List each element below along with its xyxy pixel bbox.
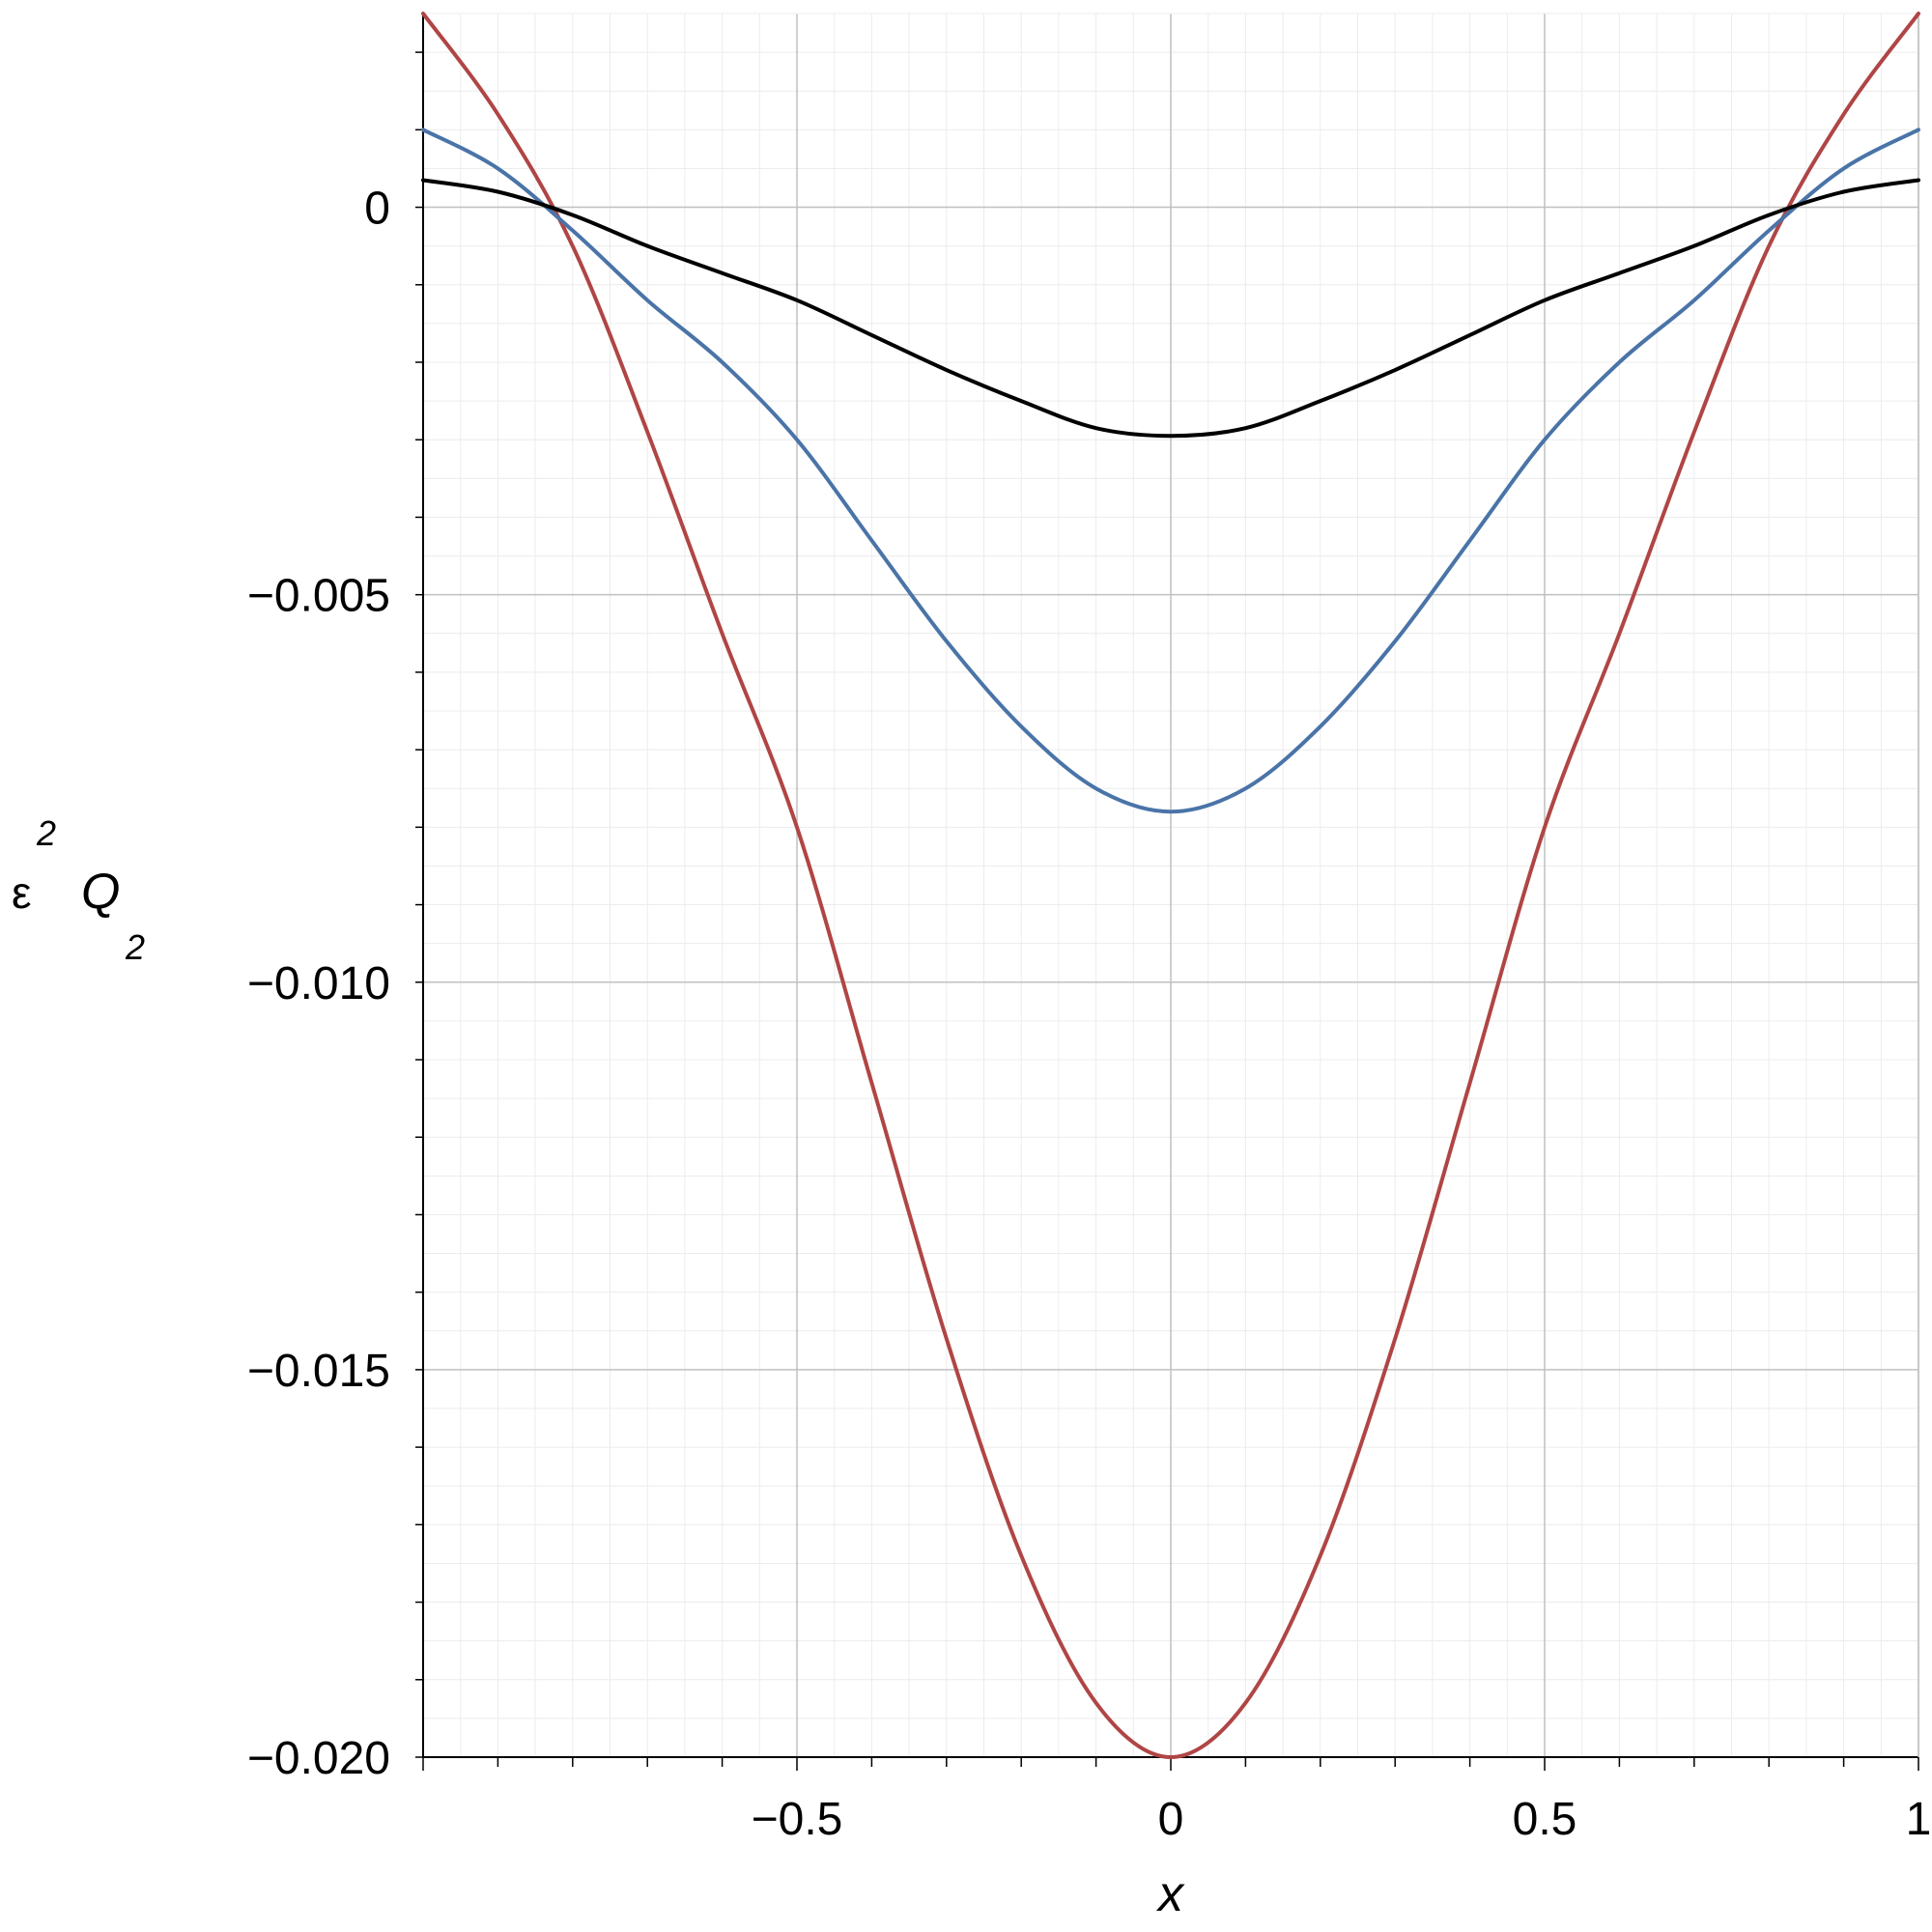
y-tick-label: −0.005 — [247, 571, 390, 622]
series-line-2 — [421, 128, 1920, 814]
x-tick-label: 0.5 — [1513, 1794, 1577, 1845]
y-axis-label-base: ε — [12, 867, 32, 918]
series-layer — [421, 12, 1920, 1759]
y-axis-label-subscript: 2 — [125, 927, 145, 967]
y-axis-label: ε 2 Q 2 — [12, 813, 145, 967]
y-tick-label: 0 — [364, 184, 390, 235]
y-tick-label: −0.020 — [247, 1733, 390, 1784]
x-tick-label: 0 — [1158, 1794, 1184, 1845]
series-line-3 — [421, 178, 1920, 439]
x-tick-label: 1 — [1906, 1794, 1932, 1845]
y-tick-label: −0.010 — [247, 958, 390, 1009]
axes — [415, 13, 1919, 1771]
series-line-1 — [421, 12, 1920, 1759]
x-tick-label: −0.5 — [752, 1794, 843, 1845]
x-axis-label: x — [1155, 1866, 1185, 1922]
y-axis-label-symbol: Q — [81, 864, 120, 920]
y-tick-label: −0.015 — [247, 1346, 390, 1397]
tick-labels: −0.5 0 0.5 1 0 −0.005 −0.010 −0.015 −0.020 — [247, 184, 1932, 1845]
y-axis-label-superscript: 2 — [36, 813, 56, 853]
